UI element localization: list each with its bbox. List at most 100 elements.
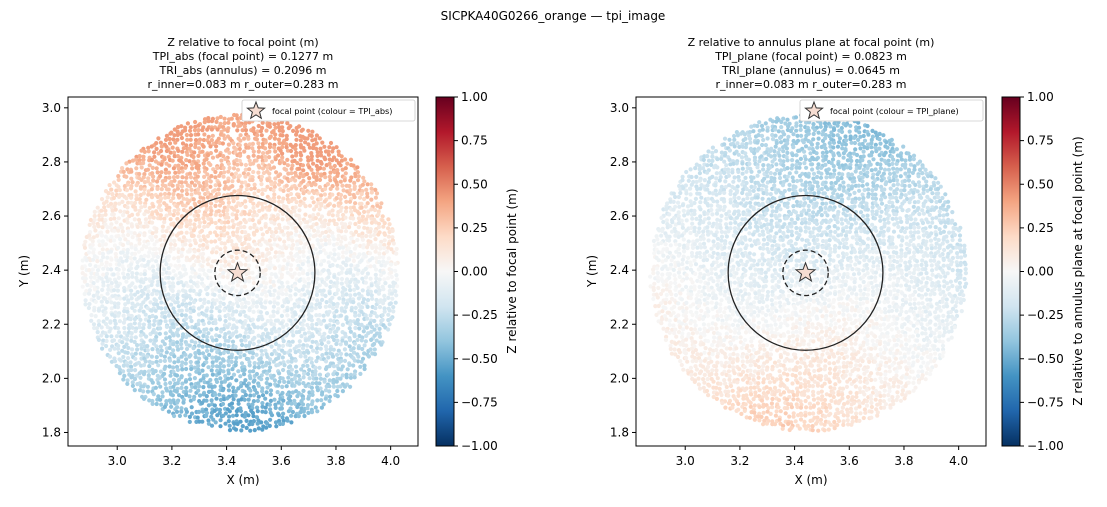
scatter-point (121, 271, 126, 276)
scatter-point (154, 239, 159, 244)
scatter-point (387, 284, 392, 289)
scatter-point (122, 309, 127, 314)
scatter-point (848, 137, 853, 142)
scatter-point (176, 166, 181, 171)
scatter-point (341, 260, 346, 265)
scatter-point (176, 207, 181, 212)
scatter-point (331, 380, 336, 385)
scatter-point (250, 410, 255, 416)
scatter-point (236, 178, 241, 183)
scatter-point (315, 409, 320, 414)
scatter-point (848, 123, 853, 128)
scatter-point (292, 304, 297, 309)
scatter-point (247, 158, 252, 163)
scatter-point (332, 337, 337, 343)
scatter-point (327, 304, 332, 309)
scatter-point (172, 238, 177, 243)
scatter-point (328, 186, 333, 191)
scatter-point (298, 354, 303, 359)
scatter-point (176, 304, 181, 309)
scatter-point (255, 409, 260, 414)
scatter-point (694, 174, 699, 179)
scatter-point (907, 157, 913, 162)
scatter-point (84, 258, 89, 263)
scatter-point (166, 257, 171, 262)
scatter-point (210, 360, 215, 365)
scatter-point (159, 306, 164, 311)
scatter-point (290, 257, 295, 262)
scatter-point (772, 157, 777, 162)
scatter-point (113, 321, 118, 326)
scatter-point (201, 242, 206, 248)
scatter-point (172, 413, 177, 419)
scatter-point (240, 325, 245, 330)
scatter-point (710, 150, 715, 155)
scatter-point (814, 151, 819, 156)
scatter-point (210, 372, 215, 377)
scatter-point (146, 241, 151, 246)
scatter-point (213, 169, 218, 175)
scatter-point (125, 378, 130, 383)
scatter-point (823, 146, 828, 151)
scatter-point (382, 263, 387, 268)
scatter-point (785, 158, 790, 163)
scatter-point (389, 262, 394, 267)
scatter-point (251, 201, 256, 206)
scatter-point (139, 247, 145, 252)
scatter-point (344, 317, 349, 322)
scatter-point (265, 421, 270, 426)
scatter-point (280, 129, 285, 134)
scatter-point (254, 158, 259, 163)
scatter-point (301, 271, 306, 276)
scatter-point (167, 211, 173, 216)
scatter-point (302, 196, 307, 201)
scatter-point (853, 169, 858, 174)
scatter-point (295, 266, 300, 271)
scatter-point (255, 421, 260, 426)
scatter-point (851, 176, 857, 181)
scatter-point (263, 215, 268, 220)
scatter-point (294, 369, 299, 374)
scatter-point (195, 360, 201, 365)
scatter-point (209, 348, 214, 353)
scatter-point (162, 371, 167, 376)
scatter-point (196, 367, 201, 372)
scatter-point (773, 144, 778, 149)
scatter-point (284, 142, 289, 147)
scatter-point (277, 125, 282, 130)
scatter-point (158, 369, 163, 374)
scatter-point (917, 183, 922, 189)
scatter-point (199, 304, 205, 309)
scatter-point (280, 291, 285, 297)
scatter-point (121, 169, 126, 174)
scatter-point (137, 241, 142, 246)
scatter-point (217, 371, 222, 376)
scatter-point (368, 234, 373, 239)
scatter-point (197, 419, 202, 424)
scatter-point (732, 144, 737, 149)
scatter-point (136, 314, 141, 319)
scatter-point (293, 350, 298, 355)
scatter-point (227, 225, 232, 230)
scatter-point (870, 134, 876, 139)
scatter-point (170, 183, 175, 188)
scatter-point (340, 322, 345, 327)
scatter-point (313, 306, 318, 311)
scatter-point (137, 208, 142, 213)
scatter-point (365, 194, 370, 199)
scatter-point (356, 296, 361, 301)
scatter-point (259, 325, 264, 330)
scatter-point (99, 233, 104, 238)
scatter-point (189, 405, 194, 410)
scatter-point (158, 358, 163, 364)
scatter-point (190, 384, 195, 389)
scatter-point (156, 267, 161, 272)
scatter-point (121, 369, 126, 374)
scatter-point (116, 267, 121, 272)
scatter-point (250, 177, 255, 183)
scatter-point (277, 141, 282, 146)
scatter-point (328, 318, 333, 323)
scatter-point (223, 421, 228, 426)
scatter-point (202, 174, 207, 179)
scatter-point (246, 145, 251, 150)
